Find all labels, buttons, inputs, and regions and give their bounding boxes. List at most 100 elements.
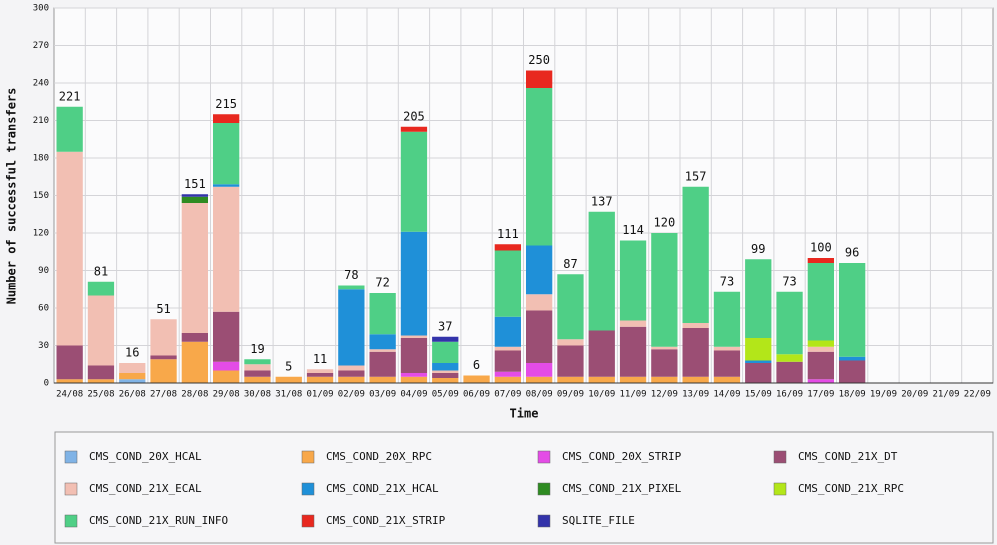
bar-segment: [526, 88, 553, 246]
total-label: 19: [250, 342, 264, 356]
bar-segment: [682, 328, 709, 377]
bar-segment: [713, 350, 741, 377]
bar-segment: [213, 184, 240, 187]
bar-segment: [87, 365, 115, 380]
total-label: 73: [782, 274, 796, 288]
bar-segment: [432, 341, 459, 363]
x-tick-label: 31/08: [275, 390, 302, 400]
bar-segment: [432, 370, 459, 373]
bar-segment: [244, 376, 271, 383]
bar-segment: [745, 363, 772, 383]
x-tick-label: 25/08: [87, 390, 114, 400]
bar-segment: [682, 376, 709, 383]
x-tick-label: 02/09: [338, 390, 365, 400]
bar-segment: [682, 186, 709, 323]
legend-label: CMS_COND_21X_STRIP: [326, 514, 446, 527]
bar-segment: [807, 263, 834, 341]
bar-segment: [400, 376, 428, 383]
x-tick-label: 04/09: [400, 390, 427, 400]
y-tick-label: 180: [33, 154, 49, 164]
total-label: 96: [845, 246, 859, 260]
bar-segment: [56, 345, 83, 380]
bar-segment: [807, 346, 834, 352]
bar-segment: [87, 379, 115, 383]
x-tick-label: 26/08: [119, 390, 146, 400]
x-tick-label: 21/09: [933, 390, 960, 400]
total-label: 78: [344, 268, 358, 282]
bar-segment: [557, 376, 584, 383]
bar-segment: [557, 345, 584, 377]
total-label: 215: [215, 97, 237, 111]
bar-segment: [181, 194, 208, 197]
total-label: 205: [403, 109, 425, 123]
bar-segment: [526, 363, 553, 377]
bar-segment: [400, 126, 428, 132]
bar-segment: [150, 359, 177, 383]
bar-segment: [306, 369, 334, 373]
x-tick-label: 15/09: [745, 390, 772, 400]
x-tick-label: 05/09: [432, 390, 459, 400]
x-tick-label: 11/09: [620, 390, 647, 400]
y-tick-label: 60: [38, 304, 49, 314]
legend-swatch: [537, 514, 551, 528]
bar-segment: [213, 186, 240, 312]
bar-segment: [400, 231, 428, 336]
bar-segment: [619, 320, 647, 327]
bar-segment: [745, 360, 772, 363]
bar-segment: [213, 123, 240, 185]
x-tick-label: 16/09: [776, 390, 803, 400]
total-label: 6: [473, 358, 480, 372]
y-tick-label: 90: [38, 266, 49, 276]
total-label: 111: [497, 227, 519, 241]
bar-segment: [432, 378, 459, 383]
bar-segment: [619, 240, 647, 321]
y-tick-label: 210: [33, 116, 49, 126]
y-tick-label: 300: [33, 4, 49, 14]
y-tick-label: 150: [33, 191, 49, 201]
bar-segment: [181, 333, 208, 342]
bar-segment: [807, 351, 834, 380]
x-tick-label: 22/09: [964, 390, 991, 400]
total-label: 11: [313, 352, 327, 366]
bar-segment: [244, 359, 271, 365]
bar-segment: [400, 131, 428, 232]
y-tick-label: 270: [33, 41, 49, 51]
bar-segment: [494, 316, 521, 347]
bar-segment: [56, 151, 83, 346]
bar-segment: [713, 376, 741, 383]
bar-segment: [494, 250, 521, 317]
legend-label: CMS_COND_21X_DT: [798, 450, 898, 463]
legend-swatch: [773, 482, 787, 496]
bar-segment: [400, 338, 428, 373]
bar-segment: [338, 370, 365, 377]
x-tick-label: 18/09: [839, 390, 866, 400]
legend-label: CMS_COND_21X_HCAL: [326, 482, 439, 495]
bar-segment: [87, 281, 115, 296]
bar-segment: [526, 310, 553, 363]
bar-segment: [338, 376, 365, 383]
legend-swatch: [301, 514, 315, 528]
bar-segment: [651, 376, 678, 383]
bar-segment: [306, 373, 334, 377]
bar-segment: [213, 361, 240, 371]
legend-label: CMS_COND_20X_HCAL: [89, 450, 202, 463]
total-label: 137: [591, 194, 613, 208]
legend: [54, 431, 994, 544]
x-tick-label: 03/09: [369, 390, 396, 400]
bar-segment: [150, 319, 177, 356]
bar-segment: [369, 376, 396, 383]
bar-segment: [119, 363, 146, 373]
bar-segment: [651, 346, 678, 350]
bar-segment: [713, 346, 741, 351]
bar-segment: [213, 311, 240, 362]
total-label: 87: [563, 257, 577, 271]
bar-segment: [526, 70, 553, 88]
bar-segment: [400, 373, 428, 377]
total-label: 37: [438, 319, 452, 333]
x-tick-label: 19/09: [870, 390, 897, 400]
bar-segment: [494, 346, 521, 351]
bar-segment: [87, 295, 115, 366]
bar-segment: [619, 326, 647, 377]
bar-segment: [839, 263, 866, 357]
bar-segment: [651, 233, 678, 347]
